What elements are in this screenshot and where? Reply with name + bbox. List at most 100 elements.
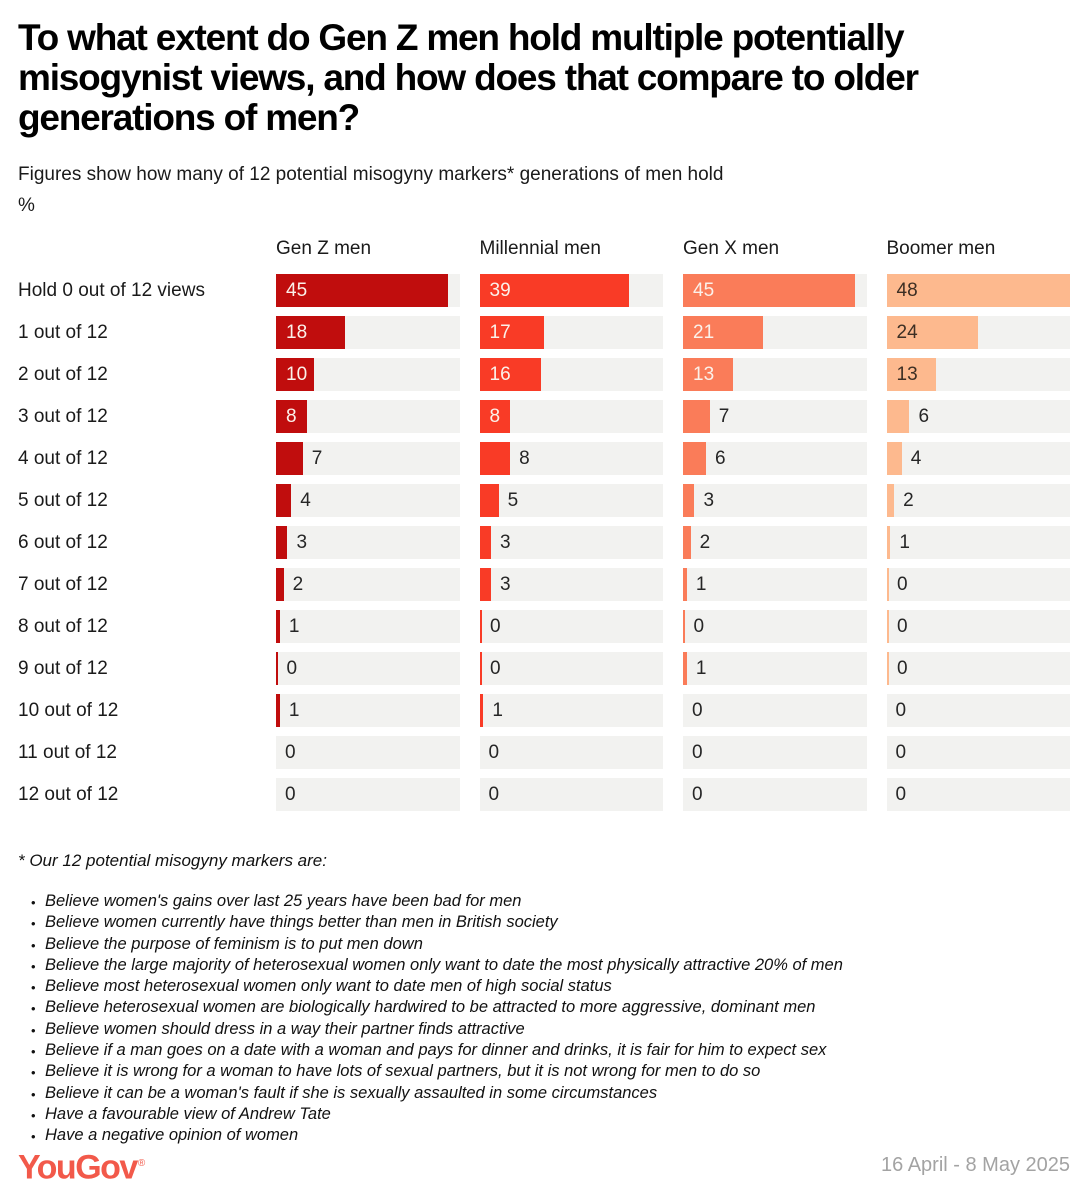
value-label: 0 xyxy=(895,783,907,805)
bar xyxy=(683,526,691,559)
yougov-logo: YouGov® xyxy=(18,1147,145,1186)
bar xyxy=(886,568,889,601)
bar-track: 1 xyxy=(276,610,460,643)
bar-track: 0 xyxy=(479,778,663,811)
value-label: 1 xyxy=(492,699,503,721)
row-label: 12 out of 12 xyxy=(18,783,119,805)
value-label: 48 xyxy=(896,279,918,301)
column-header: Boomer men xyxy=(886,238,996,259)
registered-mark-icon: ® xyxy=(137,1157,145,1169)
bar-track: 7 xyxy=(683,400,867,433)
value-label: 0 xyxy=(692,741,703,763)
bar-track: 0 xyxy=(886,652,1070,685)
bar-track: 0 xyxy=(886,694,1070,727)
row-label: 1 out of 12 xyxy=(18,321,108,343)
bar-track: 4 xyxy=(276,484,460,517)
row-label: 5 out of 12 xyxy=(18,489,108,511)
bar-track: 0 xyxy=(683,736,867,769)
bar-track: 0 xyxy=(479,610,663,643)
value-label: 18 xyxy=(286,321,308,343)
bar xyxy=(479,526,491,559)
bar-track: 5 xyxy=(479,484,663,517)
row-label: 6 out of 12 xyxy=(18,531,108,553)
bar-track: 6 xyxy=(683,442,867,475)
bar xyxy=(479,316,545,349)
footer: YouGov® 16 April - 8 May 2025 xyxy=(18,1147,1070,1200)
bar xyxy=(479,568,491,601)
marker-item: Believe the large majority of heterosexu… xyxy=(31,955,1070,978)
value-label: 0 xyxy=(285,783,296,805)
bar-track: 0 xyxy=(683,778,867,811)
bar-track: 0 xyxy=(479,736,663,769)
value-label: 3 xyxy=(703,489,715,511)
value-label: 10 xyxy=(286,363,308,385)
bar xyxy=(276,358,315,391)
bar xyxy=(479,442,511,475)
bar-track: 1 xyxy=(683,568,867,601)
value-label: 3 xyxy=(499,573,511,595)
marker-item: Believe heterosexual women are biologica… xyxy=(31,997,1070,1020)
bar-track: 1 xyxy=(276,694,460,727)
bar xyxy=(479,694,484,727)
footnote-heading: * Our 12 potential misogyny markers are: xyxy=(18,851,327,870)
value-label: 0 xyxy=(897,573,908,595)
marker-item: Believe women should dress in a way thei… xyxy=(31,1019,1070,1042)
marker-item: Believe it is wrong for a woman to have … xyxy=(31,1061,1070,1084)
bar xyxy=(276,484,292,517)
value-label: 0 xyxy=(895,741,907,763)
value-label: 0 xyxy=(692,783,703,805)
bar xyxy=(683,358,733,391)
bar xyxy=(276,694,280,727)
chart-grid: Gen Z men Millennial men Gen X men Boomer m… xyxy=(18,238,1070,811)
row-label: 3 out of 12 xyxy=(18,405,108,427)
bar xyxy=(683,400,710,433)
bar-track: 0 xyxy=(683,694,867,727)
bar xyxy=(276,400,307,433)
value-label: 7 xyxy=(311,447,323,469)
bar-track: 0 xyxy=(886,568,1070,601)
bar xyxy=(276,610,280,643)
bar xyxy=(886,400,910,433)
row-label: 11 out of 12 xyxy=(18,741,117,763)
chart-subtitle: Figures show how many of 12 potential mi… xyxy=(18,164,724,185)
column-header: Gen Z men xyxy=(276,238,372,259)
bar xyxy=(886,358,937,391)
value-label: 0 xyxy=(897,657,908,679)
value-label: 4 xyxy=(910,447,922,469)
bar xyxy=(886,526,891,559)
marker-item: Believe it can be a woman's fault if she… xyxy=(31,1083,1070,1106)
value-label: 3 xyxy=(499,531,511,553)
bar-track: 0 xyxy=(886,610,1070,643)
bar xyxy=(886,442,902,475)
bar-track: 21 xyxy=(683,316,867,349)
bar xyxy=(479,358,541,391)
date-range: 16 April - 8 May 2025 xyxy=(881,1153,1070,1176)
value-label: 21 xyxy=(693,321,715,343)
value-label: 0 xyxy=(692,699,703,721)
row-label: 10 out of 12 xyxy=(18,699,119,721)
bar-track: 17 xyxy=(479,316,663,349)
bar-track: 0 xyxy=(886,778,1070,811)
value-label: 0 xyxy=(285,741,296,763)
logo-text: YouGov xyxy=(18,1148,138,1186)
marker-item: Believe most heterosexual women only wan… xyxy=(31,976,1070,999)
marker-item: Believe the purpose of feminism is to pu… xyxy=(31,934,1070,957)
bar-track: 1 xyxy=(683,652,867,685)
bar-track: 8 xyxy=(276,400,460,433)
bar xyxy=(479,484,499,517)
value-label: 0 xyxy=(488,783,500,805)
value-label: 39 xyxy=(489,279,511,301)
marker-list: Believe women's gains over last 25 years… xyxy=(18,891,1070,1148)
column-header: Millennial men xyxy=(479,238,601,259)
bar xyxy=(479,652,482,685)
value-label: 0 xyxy=(286,657,298,679)
value-label: 6 xyxy=(918,405,930,427)
value-label: 45 xyxy=(693,279,715,301)
bar-track: 6 xyxy=(886,400,1070,433)
row-label: 4 out of 12 xyxy=(18,447,108,469)
bar xyxy=(276,526,288,559)
page-title: To what extent do Gen Z men hold multipl… xyxy=(18,17,919,138)
value-label: 1 xyxy=(695,657,707,679)
value-label: 8 xyxy=(519,447,530,469)
bar xyxy=(683,652,687,685)
